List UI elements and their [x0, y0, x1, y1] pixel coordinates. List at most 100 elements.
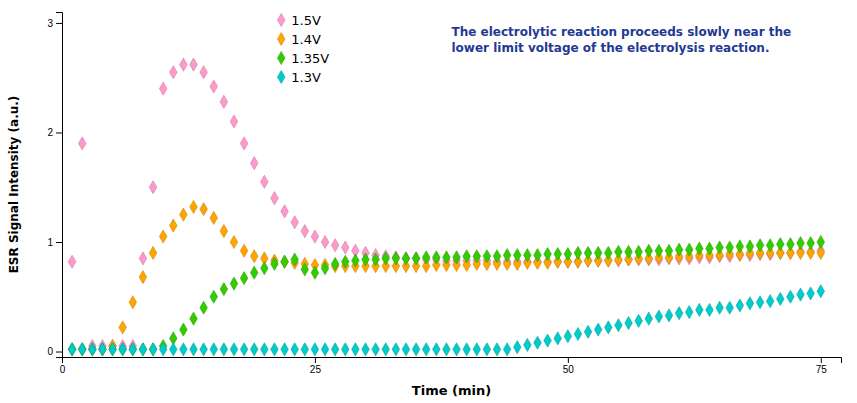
point: [524, 249, 532, 262]
point: [159, 343, 167, 356]
point: [129, 343, 137, 356]
point: [716, 241, 724, 254]
point: [706, 242, 714, 255]
x-tick: 50: [563, 357, 575, 375]
point: [200, 203, 208, 216]
point: [352, 254, 360, 267]
point: [210, 80, 218, 93]
point: [453, 251, 461, 264]
point: [139, 270, 147, 283]
point: [685, 306, 693, 319]
legend-item: 1.4V: [277, 32, 320, 47]
point: [372, 343, 380, 356]
point: [281, 205, 289, 218]
point: [89, 343, 97, 356]
point: [220, 343, 228, 356]
point: [473, 250, 481, 263]
point: [746, 297, 754, 310]
y-tick-label: 2: [47, 127, 53, 138]
point: [635, 314, 643, 327]
point: [776, 238, 784, 251]
point: [412, 343, 420, 356]
point: [422, 251, 430, 264]
point: [240, 272, 248, 285]
point: [625, 245, 633, 258]
point: [483, 250, 491, 263]
point: [291, 343, 299, 356]
point: [240, 137, 248, 150]
point: [331, 257, 339, 270]
point: [210, 211, 218, 224]
point: [766, 239, 774, 252]
point: [68, 343, 76, 356]
point: [625, 316, 633, 329]
point: [261, 343, 269, 356]
point: [362, 343, 370, 356]
point: [78, 343, 86, 356]
point: [250, 266, 258, 279]
x-tick: 25: [310, 357, 322, 375]
point: [696, 242, 704, 255]
point: [129, 343, 137, 356]
point: [271, 257, 279, 270]
point: [817, 285, 825, 298]
point: [78, 137, 86, 150]
point: [554, 332, 562, 345]
point: [513, 249, 521, 262]
point: [190, 343, 198, 356]
point: [331, 343, 339, 356]
legend-item: 1.35V: [277, 51, 329, 66]
point: [463, 343, 471, 356]
point: [180, 323, 188, 336]
point: [574, 327, 582, 340]
point: [200, 66, 208, 79]
point: [281, 255, 289, 268]
point: [68, 255, 76, 268]
point: [615, 245, 623, 258]
point: [483, 343, 491, 356]
point: [139, 252, 147, 265]
point: [301, 224, 309, 237]
series: [68, 58, 824, 353]
series: [68, 285, 824, 356]
point: [817, 235, 825, 248]
point: [675, 307, 683, 320]
point: [68, 343, 76, 356]
x-tick-label: 50: [563, 364, 575, 375]
point: [726, 241, 734, 254]
legend-item: 1.5V: [277, 13, 320, 28]
y-tick-mark: [56, 132, 62, 133]
point: [564, 247, 572, 260]
point: [392, 252, 400, 265]
point: [180, 208, 188, 221]
x-tick-label: 25: [310, 364, 322, 375]
point: [493, 250, 501, 263]
point: [797, 237, 805, 250]
point: [746, 240, 754, 253]
point: [119, 321, 127, 334]
point: [402, 252, 410, 265]
point: [473, 343, 481, 356]
point: [736, 299, 744, 312]
point: [787, 290, 795, 303]
point: [776, 292, 784, 305]
x-tick-label: 0: [60, 364, 66, 375]
point: [149, 343, 157, 356]
y-tick-label: 3: [47, 18, 53, 29]
point: [594, 246, 602, 259]
point: [129, 296, 137, 309]
point: [756, 239, 764, 252]
point: [99, 343, 107, 356]
point: [453, 343, 461, 356]
point: [372, 253, 380, 266]
point: [352, 343, 360, 356]
point: [524, 338, 532, 351]
point: [544, 334, 552, 347]
point: [169, 66, 177, 79]
y-tick-label: 1: [47, 237, 53, 248]
point: [716, 301, 724, 314]
plot-area: 02550750123Time (min)ESR Signal Intensit…: [7, 13, 842, 399]
legend-label: 1.5V: [291, 13, 321, 28]
x-tick: 0: [60, 357, 66, 375]
point: [736, 240, 744, 253]
